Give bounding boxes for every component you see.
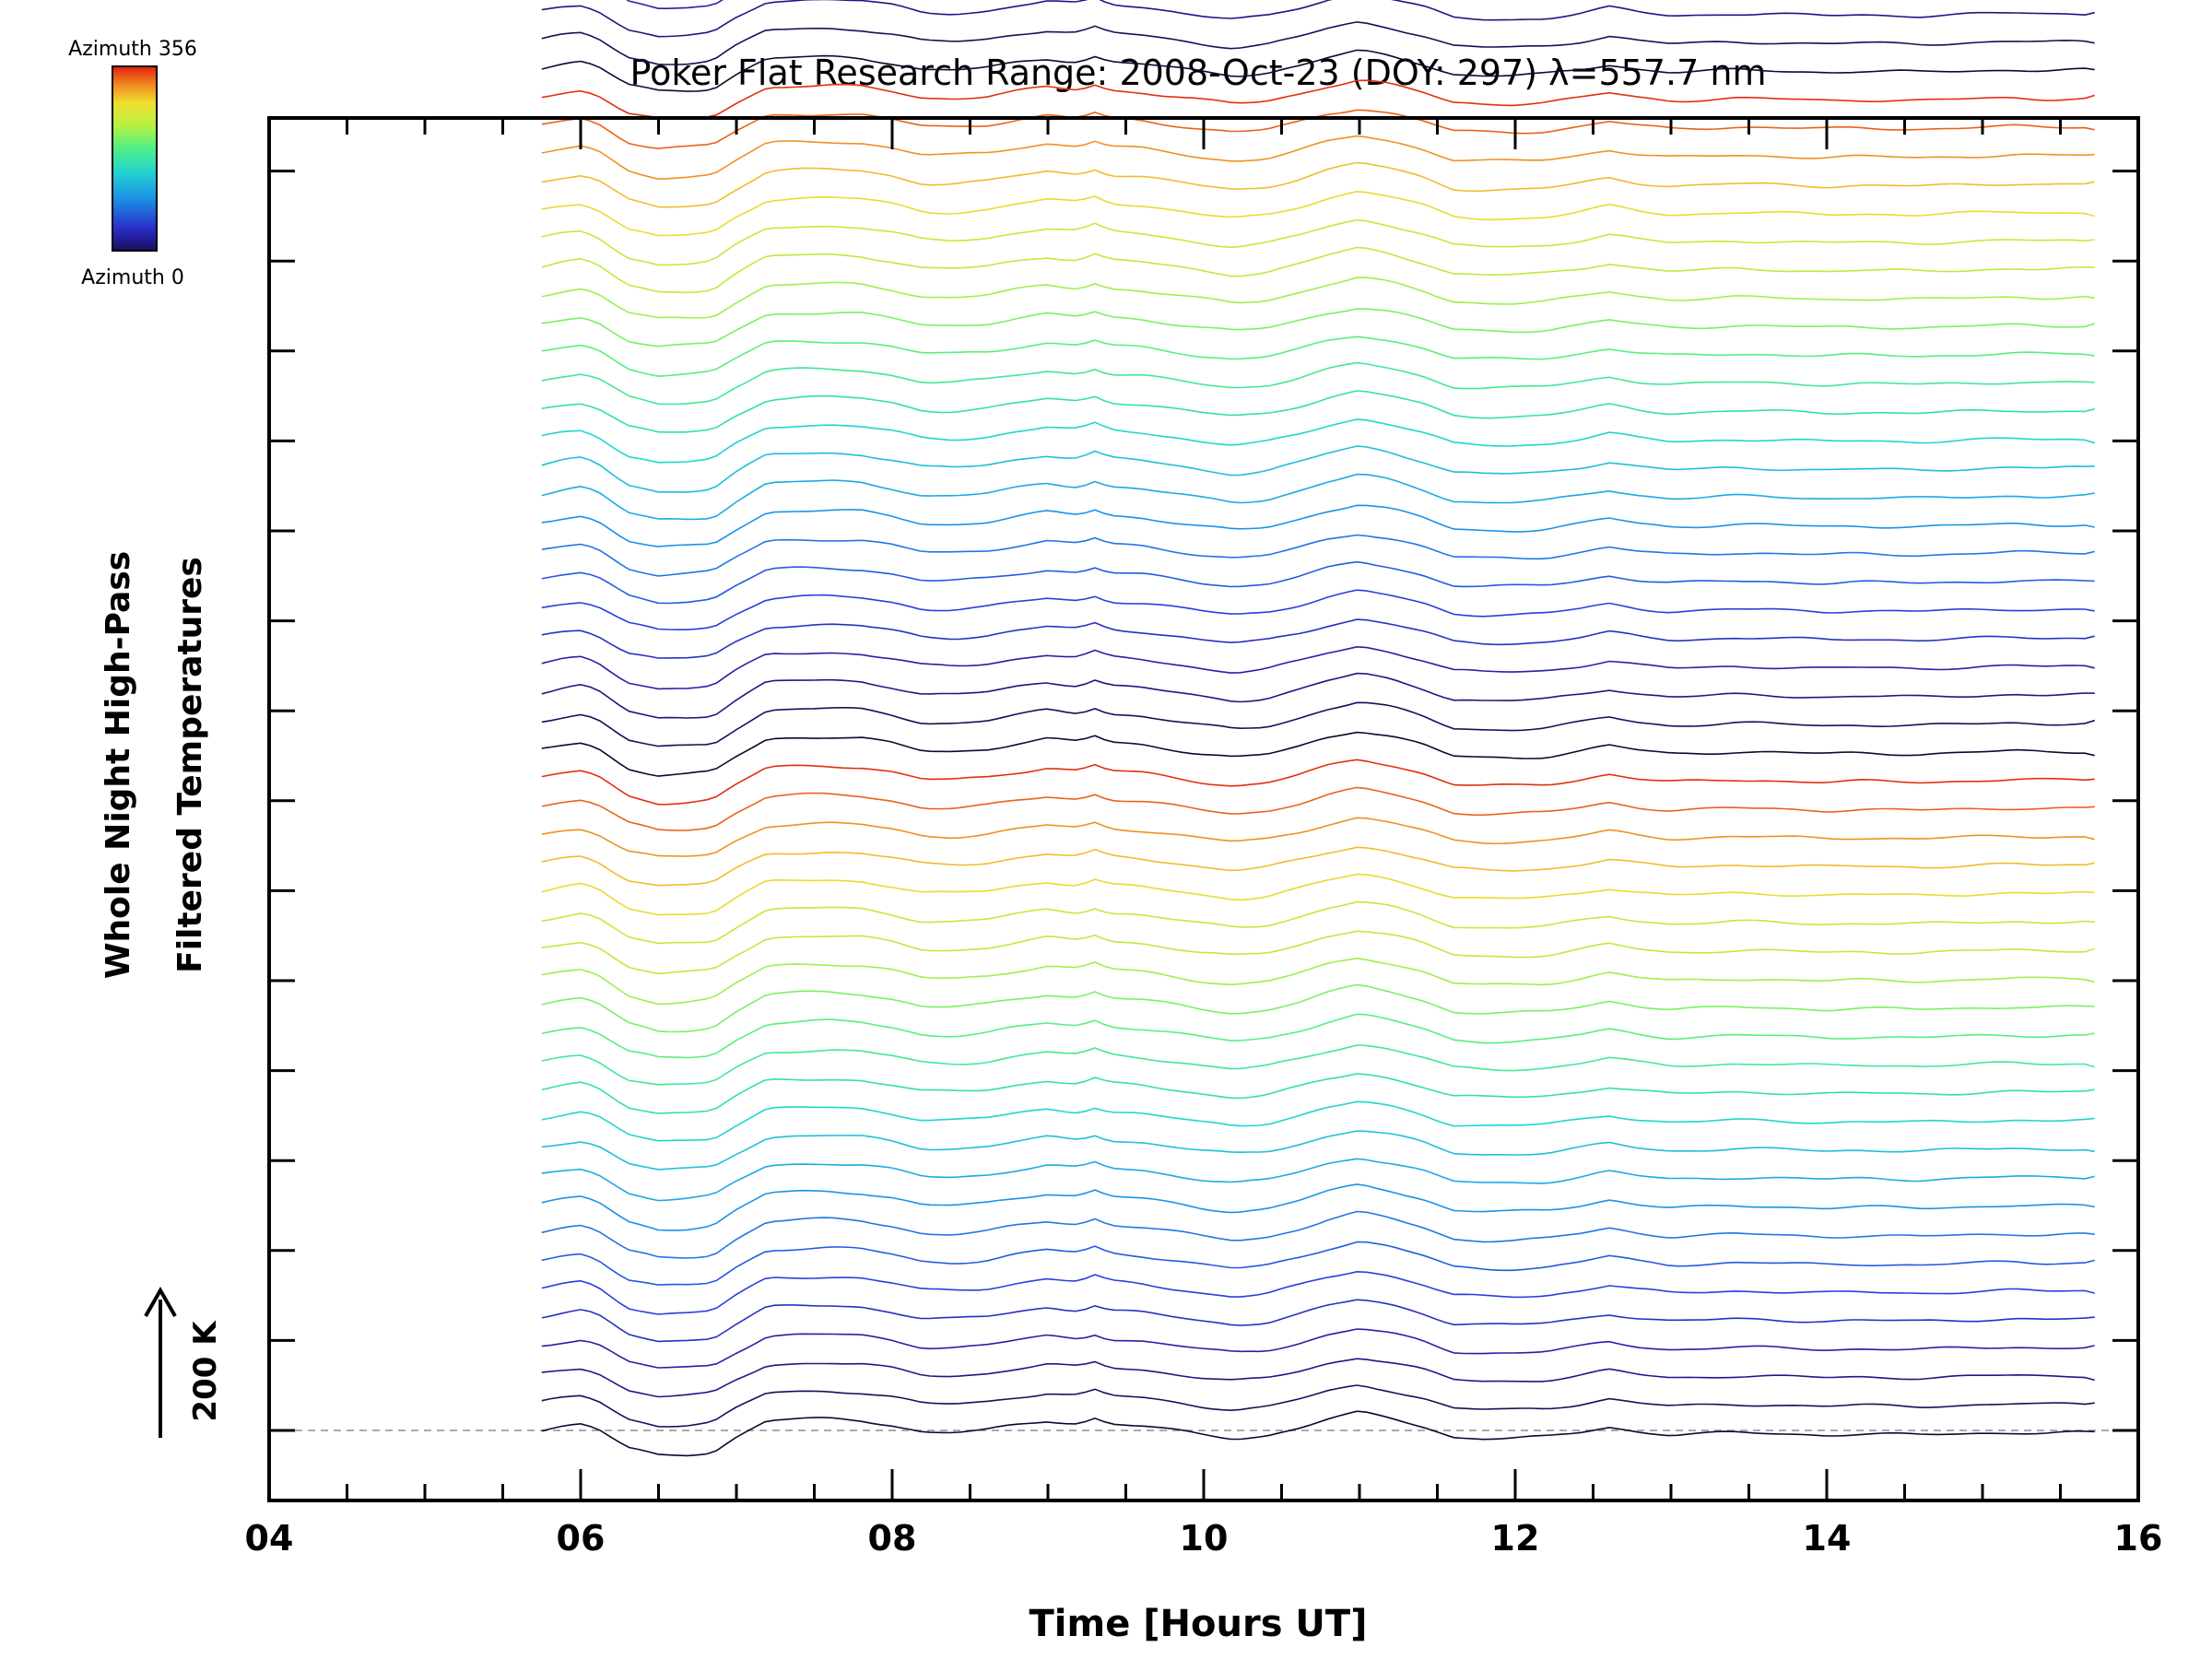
series-line [541,1130,2095,1171]
series-line [541,1100,2095,1142]
x-tick-label: 14 [1803,1518,1852,1559]
series-line [541,1299,2095,1343]
series-line [541,731,2095,777]
series-line [541,560,2095,605]
series-line [541,786,2095,831]
series-line [541,846,2095,887]
series-line [541,445,2095,493]
series-line [541,335,2095,378]
x-tick-labels: 04 06 08 10 12 14 16 [245,1518,2163,1559]
x-axis-label: Time [Hours UT] [1030,1603,1368,1645]
series-line [541,618,2095,659]
axis-ticks [267,118,2140,1500]
series-line [541,504,2095,547]
series-line [541,589,2095,630]
series-line [541,645,2095,690]
series-line [541,1328,2095,1369]
y-axis-label-line1: Whole Night High-Pass [100,551,137,979]
series-line [541,983,2095,1033]
series-line [541,1358,2095,1398]
series-line [541,534,2095,577]
series-line [541,1410,2095,1457]
series-line [541,0,2095,38]
colorbar-top-label: Azimuth 356 [68,38,197,61]
series-line [541,418,2095,464]
colorbar [112,65,158,252]
series-line [541,759,2095,806]
series-line [541,135,2095,181]
series-line [541,701,2095,747]
series-line [541,190,2095,237]
series-line [541,361,2095,406]
series-line [626,0,724,9]
series-line [541,1270,2095,1315]
series-line [541,1183,2095,1231]
x-tick-label: 16 [2114,1518,2163,1559]
series-line [541,49,2095,92]
series-line [541,473,2095,521]
x-tick-label: 08 [868,1518,917,1559]
series-line [541,246,2095,294]
colorbar-legend: Azimuth 356 Azimuth 0 [68,38,197,289]
series-line [541,218,2095,266]
series-line [541,873,2095,916]
series-line [541,957,2095,1006]
series-line [541,672,2095,719]
series-line [541,21,2095,65]
chart-title: Poker Flat Research Range: 2008-Oct-23 (… [630,53,1767,93]
series-line [541,1073,2095,1114]
series-lines [541,0,2095,1457]
series-line [541,1384,2095,1428]
series-line [541,1241,2095,1286]
series-line [541,1210,2095,1259]
series-line [541,900,2095,945]
scale-bar: 200 K [144,1286,224,1438]
series-line [541,79,2095,119]
series-line [541,1158,2095,1202]
series-line [541,161,2095,208]
series-line [541,817,2095,857]
scale-bar-label: 200 K [187,1320,224,1422]
series-line [541,930,2095,975]
y-axis-label-line2: Filtered Temperatures [171,557,209,973]
x-tick-label: 10 [1180,1518,1229,1559]
x-tick-label: 12 [1491,1518,1540,1559]
series-line [541,1044,2095,1086]
series-line [541,390,2095,433]
series-line [541,1013,2095,1059]
series-line [541,308,2095,347]
series-line [541,276,2095,319]
x-tick-label: 04 [245,1518,294,1559]
colorbar-bottom-label: Azimuth 0 [81,266,184,289]
x-tick-label: 06 [557,1518,606,1559]
